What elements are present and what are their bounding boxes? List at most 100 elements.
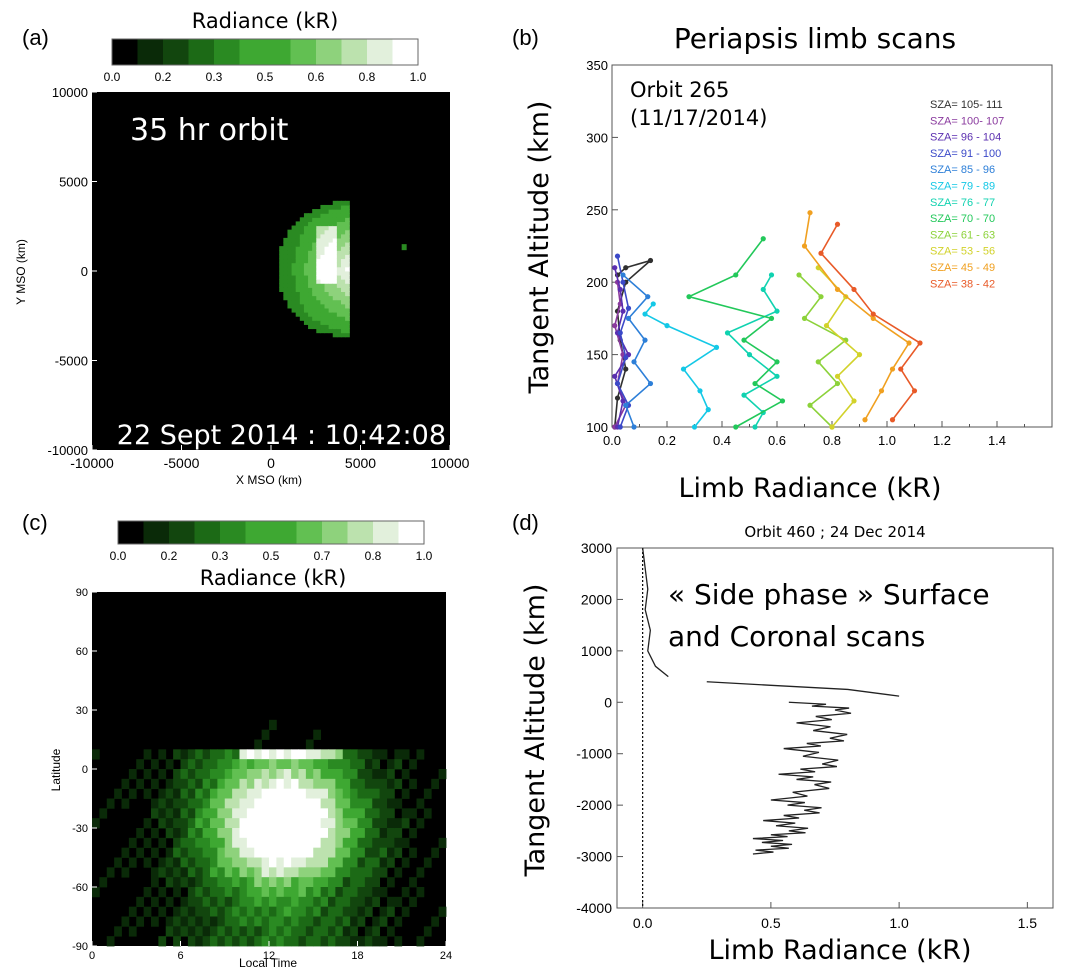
heatmap-cell bbox=[217, 808, 226, 819]
crescent-pixel bbox=[324, 299, 330, 305]
crescent-pixel bbox=[295, 225, 301, 231]
crescent-pixel bbox=[328, 328, 334, 334]
crescent-pixel bbox=[316, 279, 322, 284]
crescent-pixel bbox=[340, 242, 346, 247]
series-point bbox=[768, 272, 775, 278]
series-point bbox=[878, 388, 885, 394]
colorbar-swatch bbox=[137, 39, 164, 65]
heatmap-cell bbox=[269, 749, 277, 760]
colorbar-tick-label: 0.5 bbox=[263, 549, 280, 563]
heatmap-cell bbox=[269, 896, 277, 908]
crescent-pixel bbox=[324, 237, 330, 243]
crescent-pixel bbox=[299, 311, 305, 317]
heatmap-cell bbox=[92, 749, 100, 760]
crescent-pixel bbox=[299, 237, 305, 243]
heatmap-cell bbox=[99, 808, 108, 819]
crescent-pixel bbox=[332, 254, 338, 260]
heatmap-cell bbox=[269, 936, 277, 947]
heatmap-cell bbox=[364, 778, 373, 790]
crescent-pixel bbox=[291, 307, 297, 313]
heatmap-cell bbox=[291, 887, 299, 898]
crescent-pixel bbox=[320, 225, 326, 231]
heatmap-cell bbox=[210, 828, 218, 839]
crescent-pixel bbox=[295, 283, 301, 288]
heatmap-cell bbox=[305, 857, 314, 868]
heatmap-cell bbox=[283, 749, 292, 760]
heatmap-cell bbox=[357, 798, 366, 809]
heatmap-cell bbox=[165, 778, 174, 790]
crescent-pixel bbox=[328, 204, 334, 210]
series-point bbox=[614, 380, 621, 387]
crescent-pixel bbox=[295, 266, 301, 272]
crescent-pixel bbox=[336, 316, 342, 321]
crescent-pixel bbox=[287, 262, 293, 268]
heatmap-cell bbox=[305, 906, 314, 917]
colorbar-swatch bbox=[214, 39, 240, 65]
heatmap-cell bbox=[195, 808, 204, 819]
heatmap-cell bbox=[357, 847, 366, 858]
heatmap-cell bbox=[269, 837, 277, 849]
series-point bbox=[623, 366, 629, 372]
crescent-pixel bbox=[324, 266, 330, 272]
heatmap-cell bbox=[357, 877, 366, 888]
crescent-pixel bbox=[316, 209, 322, 214]
crescent-pixel bbox=[340, 328, 346, 334]
heatmap-cell bbox=[187, 749, 196, 760]
series-point bbox=[779, 398, 786, 404]
heatmap-cell bbox=[364, 759, 373, 770]
crescent-pixel bbox=[312, 209, 317, 214]
colorbar-tick-label: 0.7 bbox=[314, 549, 331, 563]
series-point bbox=[614, 395, 621, 401]
heatmap-cell bbox=[328, 896, 336, 908]
crescent-pixel bbox=[308, 266, 313, 272]
heatmap-cell bbox=[165, 788, 174, 799]
heatmap-cell bbox=[350, 847, 358, 858]
heatmap-cell bbox=[387, 759, 395, 770]
heatmap-cell bbox=[151, 759, 159, 770]
crescent-pixel bbox=[299, 295, 305, 301]
heatmap-cell bbox=[180, 847, 189, 858]
heatmap-cell bbox=[232, 926, 240, 937]
heatmap-cell bbox=[313, 798, 322, 809]
heatmap-cell bbox=[173, 887, 181, 898]
scan-line bbox=[706, 681, 900, 697]
heatmap-cell bbox=[291, 896, 299, 908]
heatmap-cell bbox=[165, 828, 174, 839]
x-tick-label: 1.5 bbox=[1018, 915, 1038, 931]
crescent-pixel bbox=[345, 250, 350, 255]
heatmap-cell bbox=[423, 788, 432, 799]
heatmap-cell bbox=[313, 906, 322, 917]
panel-a-axes: -10000 -5000 0 5000 10000 10000 5000 0 -5000 -100… bbox=[48, 85, 470, 471]
heatmap-cell bbox=[261, 769, 270, 780]
heatmap-cell bbox=[335, 877, 344, 888]
heatmap-cell bbox=[364, 818, 373, 829]
crescent-pixel bbox=[320, 279, 326, 284]
crescent-pixel bbox=[312, 283, 317, 288]
legend-entry: SZA= 91 - 100 bbox=[930, 148, 1001, 160]
crescent-pixel bbox=[295, 258, 301, 264]
colorbar-swatch bbox=[239, 39, 266, 65]
panel-a-plot-area bbox=[92, 92, 450, 450]
crescent-pixel bbox=[332, 311, 338, 317]
heatmap-cell bbox=[342, 847, 351, 858]
heatmap-cell bbox=[328, 887, 336, 898]
crescent-pixel bbox=[291, 262, 297, 268]
crescent-pixel bbox=[308, 270, 313, 276]
crescent-pixel bbox=[340, 316, 346, 321]
heatmap-cell bbox=[364, 788, 373, 799]
heatmap-cell bbox=[372, 769, 381, 780]
heatmap-cell bbox=[328, 877, 336, 888]
heatmap-cell bbox=[180, 828, 189, 839]
crescent-pixel bbox=[287, 229, 293, 235]
series-point bbox=[631, 359, 637, 365]
heatmap-cell bbox=[239, 788, 248, 799]
heatmap-cell bbox=[342, 798, 351, 809]
crescent-pixel bbox=[299, 307, 305, 313]
series-line bbox=[616, 255, 630, 428]
heatmap-cell bbox=[305, 896, 314, 908]
heatmap-cell bbox=[350, 818, 358, 829]
heatmap-cell bbox=[239, 877, 248, 888]
crescent-pixel bbox=[332, 320, 338, 325]
heatmap-cell bbox=[254, 867, 263, 878]
series-line bbox=[643, 303, 719, 428]
